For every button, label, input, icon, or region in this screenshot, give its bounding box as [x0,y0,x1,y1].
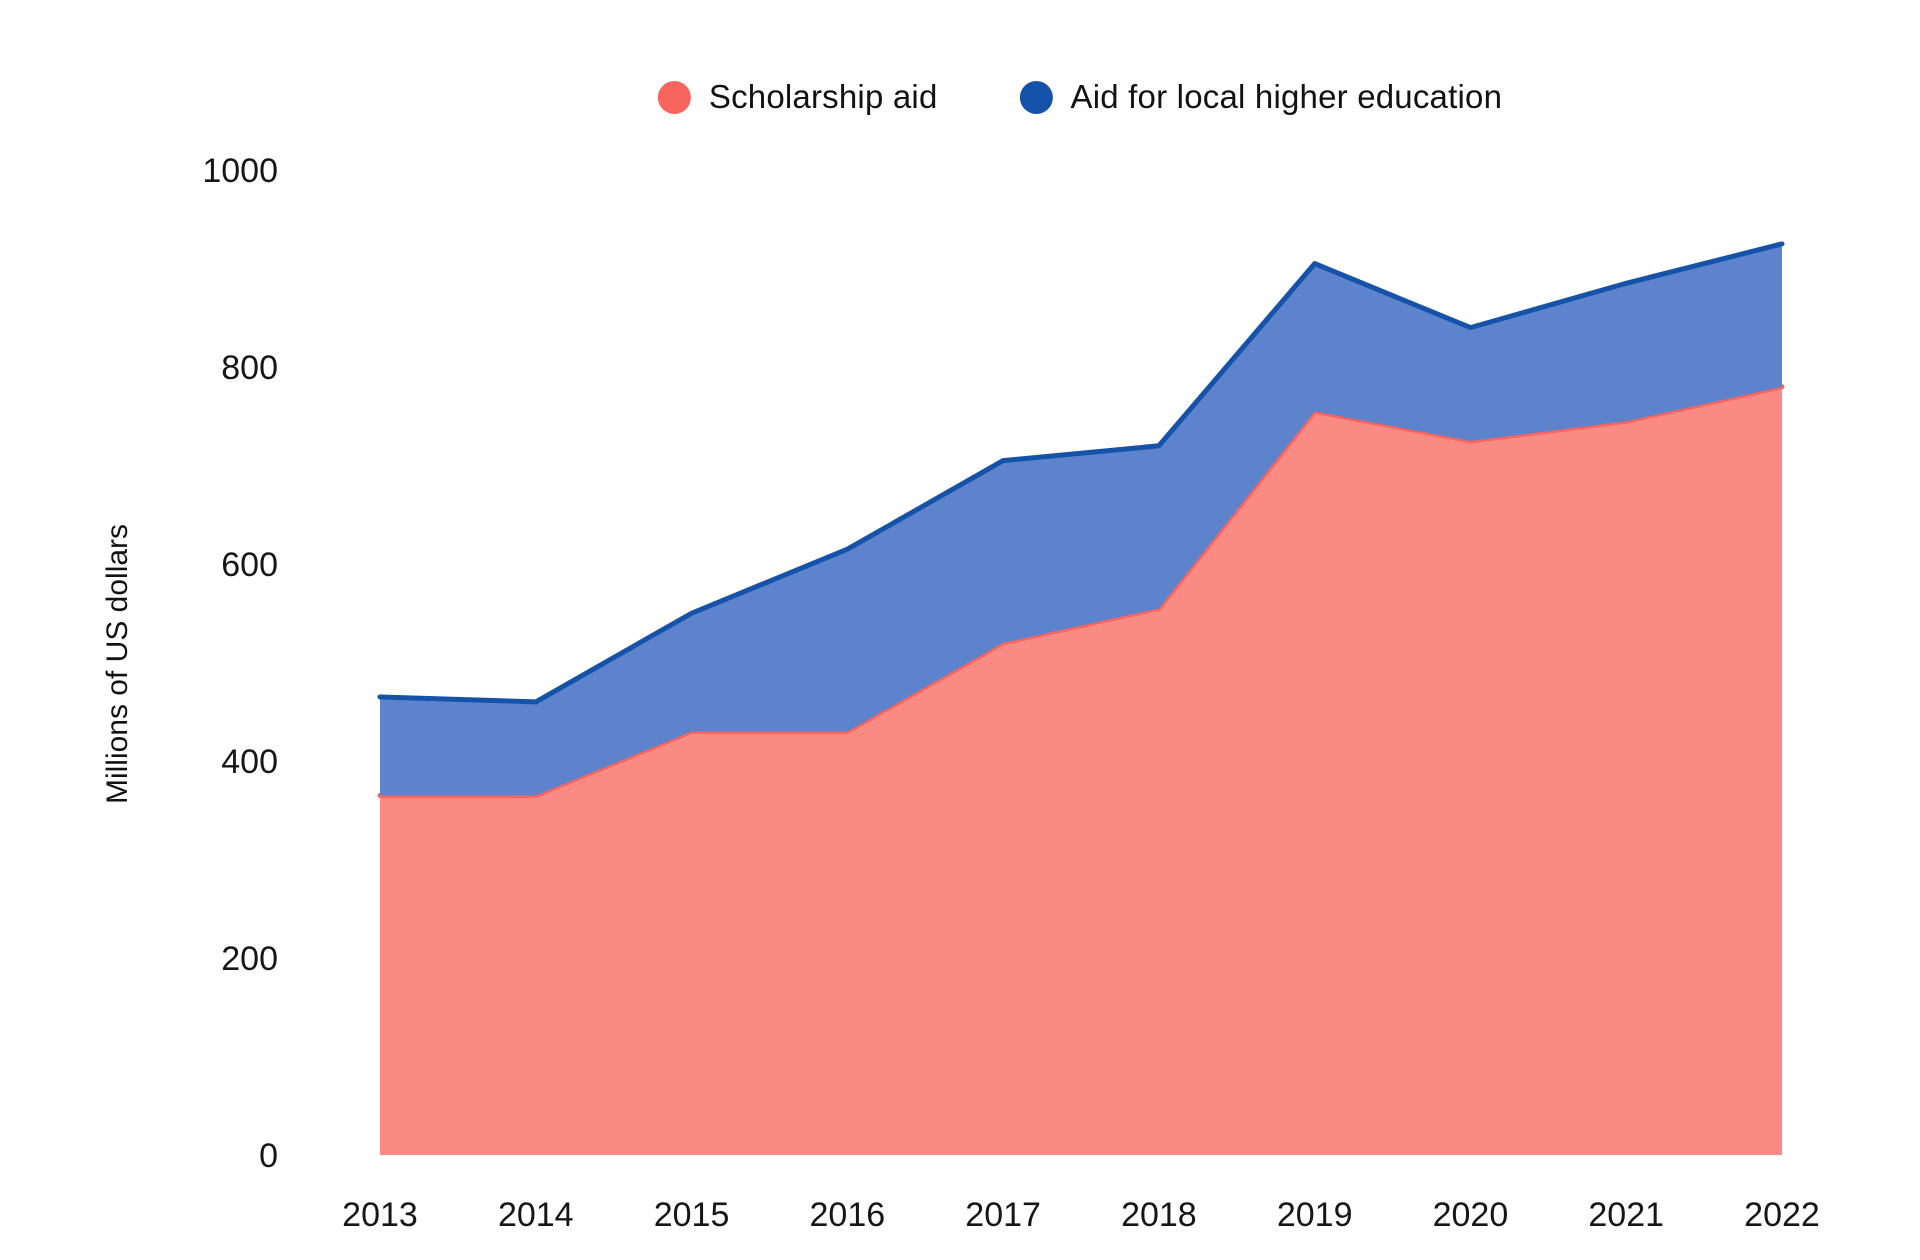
y-tick-label: 800 [221,349,278,387]
x-tick-label: 2022 [1744,1196,1820,1234]
x-tick-label: 2018 [1121,1196,1197,1234]
x-tick-label: 2013 [342,1196,418,1234]
line-aid-for-local-higher-education [377,241,1785,705]
y-tick-label: 0 [259,1137,278,1175]
legend-label-scholarship-aid: Scholarship aid [708,78,938,115]
legend-item-aid-local-higher-education: Aid for local higher education [1019,78,1503,116]
x-tick-label: 2016 [810,1196,886,1234]
area-aid-for-local-higher-education [380,243,1782,796]
y-tick-label: 1000 [202,152,278,190]
x-tick-label: 2014 [498,1196,574,1234]
x-tick-label: 2015 [654,1196,730,1234]
x-tick-label: 2021 [1588,1196,1664,1234]
y-tick-label: 200 [221,940,278,978]
y-tick-label: 400 [221,743,278,781]
legend-label-aid-local-higher-education: Aid for local higher education [1070,78,1503,115]
legend: Scholarship aid Aid for local higher edu… [657,78,1503,116]
x-tick-label: 2019 [1277,1196,1353,1234]
y-tick-label: 600 [221,546,278,584]
area-scholarship-aid [380,386,1782,1155]
x-tick-label: 2020 [1433,1196,1509,1234]
x-tick-label: 2017 [965,1196,1041,1234]
legend-dot-aid-local-higher-education-icon [1019,80,1053,114]
legend-dot-scholarship-aid-icon [657,80,691,114]
legend-item-scholarship-aid: Scholarship aid [657,78,938,116]
